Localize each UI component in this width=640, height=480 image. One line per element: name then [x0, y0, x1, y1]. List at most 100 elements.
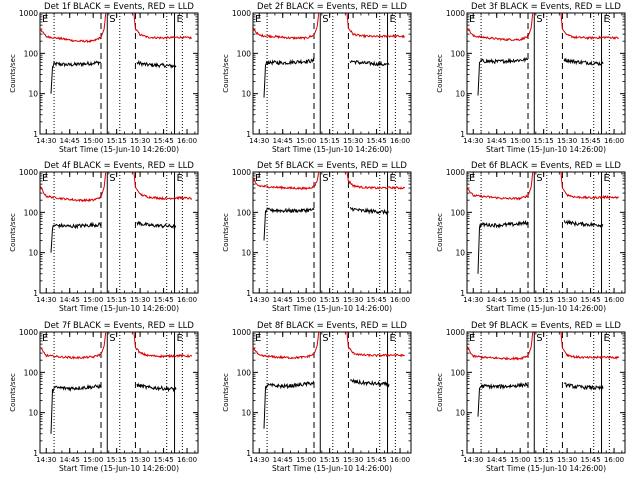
panel-4: Det 4f BLACK = Events, RED = LLD 1 10 100 10…: [9, 161, 199, 313]
y-tick-label: 1000: [446, 168, 465, 177]
y-tick-label: 10: [455, 409, 465, 418]
x-tick-label: 15:15: [320, 137, 340, 145]
marker-label: S: [536, 333, 542, 344]
y-tick-label: 100: [24, 49, 39, 58]
x-tick-label: 15:30: [343, 137, 363, 145]
series-events-line: [349, 59, 390, 67]
x-tick-label: 15:45: [580, 456, 600, 464]
series-events-line: [349, 207, 390, 216]
y-tick-label: 1: [33, 130, 38, 139]
x-tick-label: 16:00: [177, 137, 197, 145]
y-tick-label: 1000: [19, 9, 38, 18]
x-tick-label: 15:30: [557, 456, 577, 464]
y-tick-label: 10: [28, 409, 38, 418]
panel-title: Det 6f BLACK = Events, RED = LLD: [471, 161, 621, 171]
x-tick-label: 15:45: [153, 456, 173, 464]
marker-label: E: [255, 333, 261, 344]
y-tick-label: 100: [237, 49, 252, 58]
series-lld-line: [39, 12, 107, 44]
x-tick-label: 14:30: [36, 456, 56, 464]
x-tick-label: 15:30: [130, 296, 150, 304]
marker-label: S: [536, 173, 542, 184]
x-tick-label: 14:45: [273, 137, 293, 145]
series-events-line: [563, 382, 604, 391]
x-tick-label: 14:45: [60, 296, 80, 304]
y-tick-label: 10: [28, 90, 38, 99]
x-tick-label: 15:30: [557, 296, 577, 304]
panel-title: Det 9f BLACK = Events, RED = LLD: [471, 321, 621, 331]
marker-label: E: [604, 333, 610, 344]
y-tick-label: 100: [451, 368, 466, 377]
x-tick-label: 15:15: [107, 456, 127, 464]
marker-label: E: [390, 14, 396, 25]
x-tick-label: 15:15: [320, 456, 340, 464]
y-tick-label: 1: [460, 289, 465, 298]
x-tick-label: 15:15: [534, 456, 554, 464]
x-tick-label: 14:45: [273, 456, 293, 464]
y-tick-label: 1000: [232, 168, 251, 177]
x-tick-label: 16:00: [390, 137, 410, 145]
x-tick-label: 14:30: [36, 137, 56, 145]
x-tick-label: 15:00: [83, 296, 103, 304]
series-lld-line: [466, 331, 534, 361]
series-events-line: [136, 382, 177, 393]
x-tick-label: 15:00: [296, 456, 316, 464]
x-axis-label: Start Time (15-Jun-10 14:26:00): [486, 145, 606, 154]
y-axis-label: Counts/sec: [222, 54, 230, 93]
x-axis-label: Start Time (15-Jun-10 14:26:00): [486, 304, 606, 313]
series-events-line: [263, 380, 315, 429]
x-tick-label: 14:30: [463, 296, 483, 304]
x-tick-label: 15:45: [580, 296, 600, 304]
marker-label: S: [322, 14, 328, 25]
x-axis-label: Start Time (15-Jun-10 14:26:00): [486, 464, 606, 473]
y-tick-label: 1000: [19, 328, 38, 337]
x-tick-label: 14:30: [249, 456, 269, 464]
panel-5: Det 5f BLACK = Events, RED = LLD 1 10 100 10…: [222, 161, 412, 313]
series-lld-line: [133, 331, 193, 359]
x-tick-label: 15:00: [510, 137, 530, 145]
series-lld-line: [252, 171, 320, 191]
marker-label: E: [177, 173, 183, 184]
series-lld-line: [39, 331, 107, 360]
x-tick-label: 15:15: [534, 296, 554, 304]
x-tick-label: 15:30: [343, 456, 363, 464]
x-tick-label: 15:00: [510, 296, 530, 304]
y-tick-label: 100: [451, 208, 466, 217]
x-tick-label: 15:30: [343, 296, 363, 304]
x-tick-label: 14:45: [60, 137, 80, 145]
y-tick-label: 10: [455, 249, 465, 258]
series-events-line: [50, 221, 102, 253]
x-tick-label: 16:00: [177, 456, 197, 464]
panel-1: Det 1f BLACK = Events, RED = LLD 1 10 100 10…: [9, 2, 199, 154]
x-tick-label: 15:15: [107, 137, 127, 145]
series-lld-line: [253, 12, 320, 41]
y-tick-label: 1000: [232, 9, 251, 18]
series-events-line: [50, 383, 102, 434]
panel-3: Det 3f BLACK = Events, RED = LLD 1 10 100 10…: [436, 2, 626, 154]
x-tick-label: 14:45: [60, 456, 80, 464]
marker-label: E: [390, 333, 396, 344]
series-events-line: [50, 60, 101, 94]
y-tick-label: 1: [246, 289, 251, 298]
x-tick-label: 16:00: [390, 456, 410, 464]
y-tick-label: 100: [237, 208, 252, 217]
series-events-line: [349, 378, 390, 388]
y-axis-label: Counts/sec: [9, 373, 17, 412]
panel-2: Det 2f BLACK = Events, RED = LLD 1 10 100 10…: [222, 2, 412, 154]
y-tick-label: 10: [241, 409, 251, 418]
x-tick-label: 15:15: [534, 137, 554, 145]
marker-label: E: [604, 173, 610, 184]
y-tick-label: 10: [241, 249, 251, 258]
y-tick-label: 100: [24, 208, 39, 217]
x-axis-label: Start Time (15-Jun-10 14:26:00): [272, 145, 392, 154]
x-tick-label: 15:00: [296, 296, 316, 304]
x-tick-label: 14:45: [487, 296, 507, 304]
panel-title: Det 2f BLACK = Events, RED = LLD: [257, 2, 407, 12]
x-tick-label: 16:00: [177, 296, 197, 304]
x-tick-label: 15:45: [366, 296, 386, 304]
x-tick-label: 14:30: [463, 137, 483, 145]
x-tick-label: 16:00: [604, 137, 624, 145]
x-tick-label: 14:30: [36, 296, 56, 304]
panel-7: Det 7f BLACK = Events, RED = LLD 1 10 100 10…: [9, 321, 199, 473]
y-axis-label: Counts/sec: [9, 54, 17, 93]
